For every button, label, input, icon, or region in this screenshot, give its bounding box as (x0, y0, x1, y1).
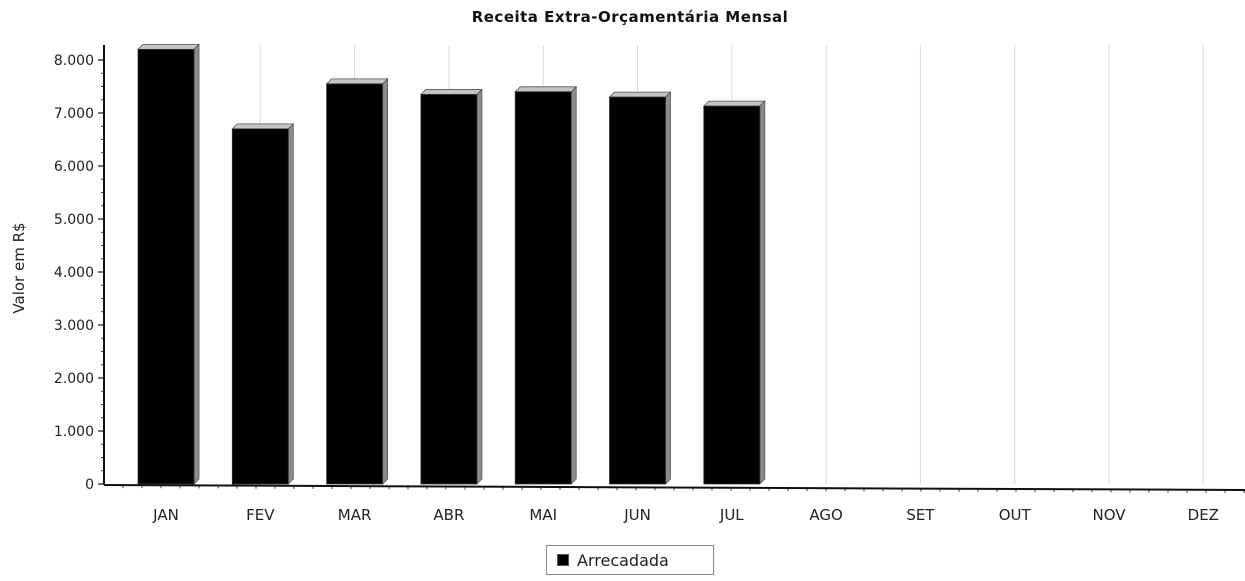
x-tick-label: FEV (246, 506, 275, 524)
y-tick-label: 1.000 (54, 424, 94, 440)
bar-top-mar (325, 78, 389, 85)
y-tick-label: 8.000 (54, 53, 94, 69)
y-tick-label: 5.000 (54, 212, 94, 228)
bar-side-mai (570, 85, 577, 485)
bar-top-jan (137, 44, 200, 50)
x-tick-label: OUT (999, 506, 1032, 524)
grid-layer (165, 45, 1204, 484)
bar-side-jul (759, 100, 766, 485)
y-tick-label: 4.000 (54, 265, 94, 281)
x-tick-label: JUN (623, 506, 651, 524)
bar-top-jul (702, 100, 766, 107)
legend-label: Arrecadada (577, 550, 669, 570)
bar-top-mai (514, 86, 578, 93)
bar-top-jun (608, 91, 672, 98)
x-tick-label: JAN (152, 506, 179, 524)
y-axis-label: Valor em R$ (10, 222, 28, 313)
bar-chart: Receita Extra-Orçamentária Mensal Valor … (10, 8, 1245, 524)
bar-top-fev (231, 123, 295, 130)
x-tick-label: MAI (529, 506, 557, 524)
bar-abr (420, 94, 478, 485)
bar-top-abr (419, 89, 483, 95)
bar-side-jun (665, 91, 671, 485)
x-tick-label: AGO (809, 506, 842, 524)
x-tick-label: MAR (338, 506, 372, 524)
x-tick-label: NOV (1092, 506, 1126, 524)
y-tick-label: 2.000 (54, 371, 94, 387)
bars-layer (137, 43, 766, 485)
legend-swatch (557, 554, 569, 566)
bar-side-abr (476, 88, 483, 485)
labels-layer: 0 1.000 2.000 3.000 4.000 5.000 6.000 7.000 8.00… (54, 53, 1219, 524)
y-tick-label: 7.000 (54, 106, 94, 122)
bar-jun (609, 96, 666, 485)
y-tick-label: 3.000 (54, 318, 94, 334)
legend: Arrecadada (546, 545, 714, 575)
y-tick-label: 0 (85, 477, 94, 493)
bar-jan (137, 49, 195, 485)
x-tick-label: ABR (433, 506, 464, 524)
bar-side-jan (193, 43, 200, 485)
x-tick-label: SET (906, 506, 935, 524)
bar-mai (514, 91, 572, 485)
bar-side-mar (382, 77, 389, 485)
axes-layer (98, 45, 1245, 493)
y-tick-label: 6.000 (54, 159, 94, 175)
x-tick-label: JUL (719, 506, 744, 524)
bar-fev (231, 128, 289, 485)
chart-title: Receita Extra-Orçamentária Mensal (472, 8, 789, 26)
bar-jul (703, 105, 761, 485)
bar-mar (326, 83, 384, 485)
bar-side-fev (287, 122, 294, 485)
x-tick-label: DEZ (1188, 506, 1219, 524)
